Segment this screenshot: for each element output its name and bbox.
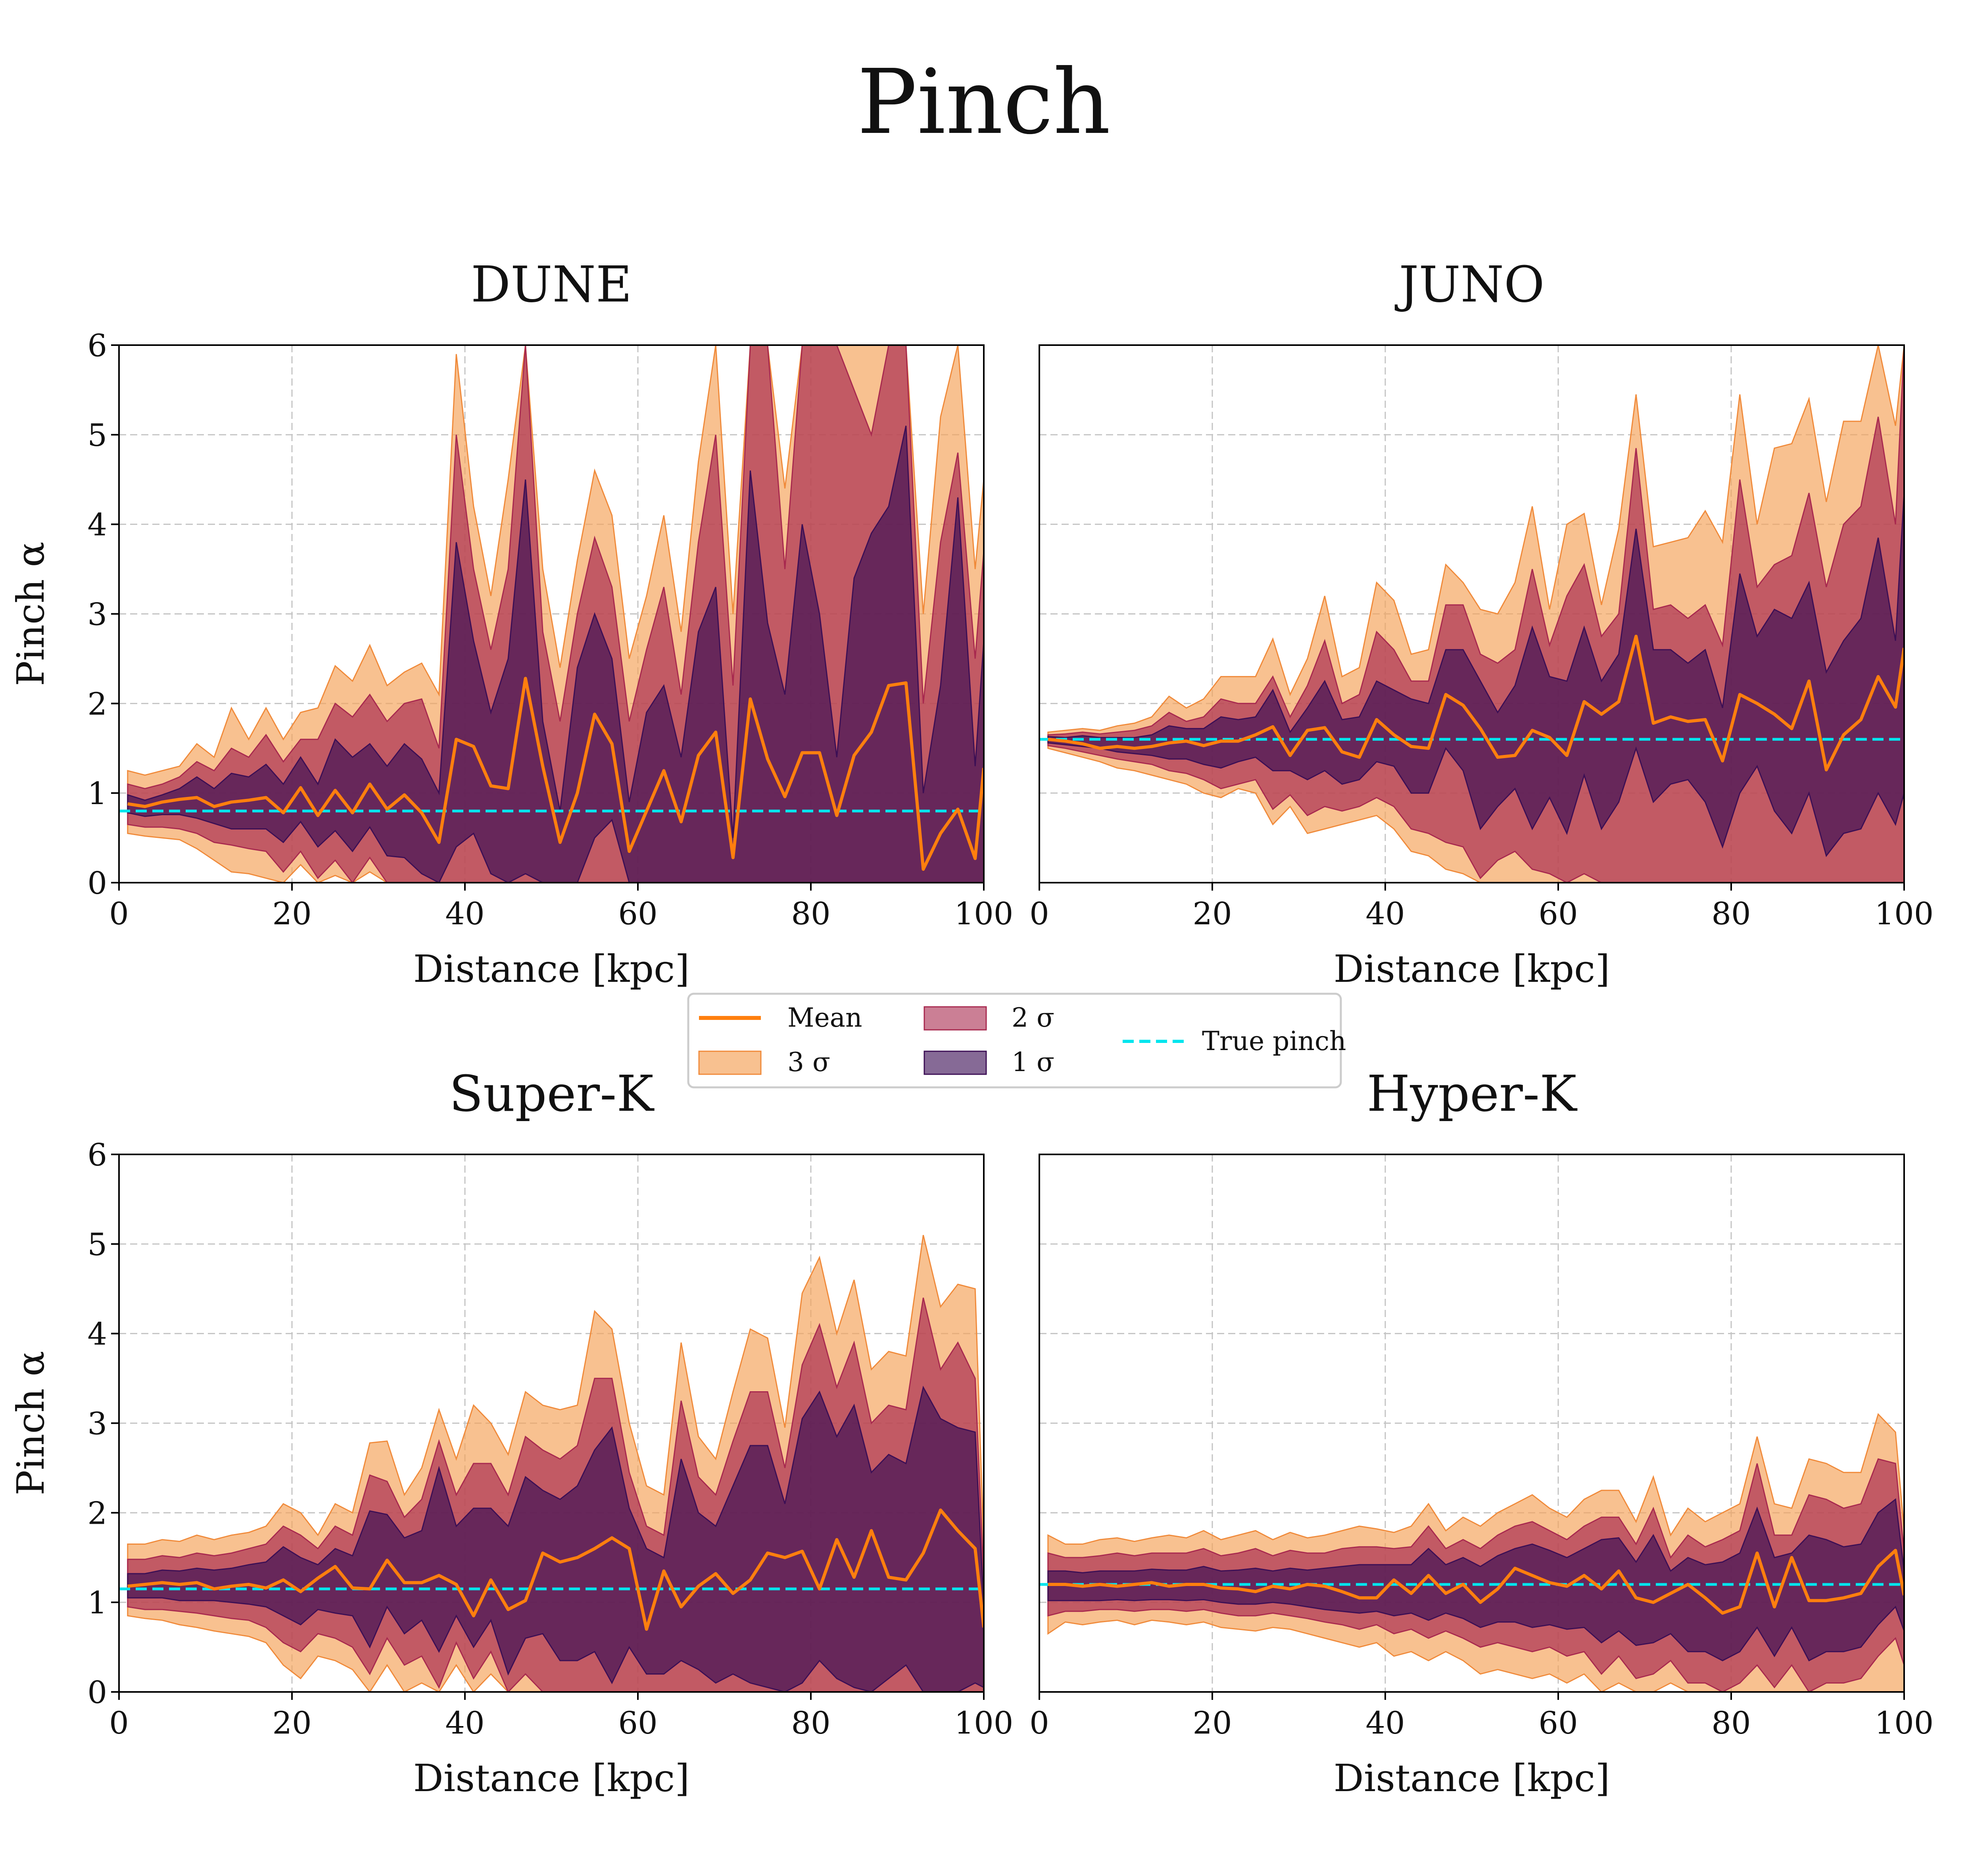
panel-hyper-k: 0 20 40 60 80 100 Hyper-K Distance [kpc]	[1029, 1065, 1933, 1800]
y-tick-label: 1	[87, 1585, 107, 1621]
y-tick-label: 3	[87, 1406, 107, 1442]
figure-title: Pinch	[857, 50, 1110, 154]
legend-frame	[687, 993, 1342, 1089]
axes-frame	[1039, 1154, 1905, 1693]
panel-title: Super-K	[449, 1065, 655, 1123]
x-tick-label: 20	[1192, 1705, 1232, 1741]
y-tick-label: 4	[87, 507, 107, 543]
band-1sigma	[1047, 1498, 1904, 1662]
panel-title: JUNO	[1394, 256, 1544, 313]
legend-sigma1-label: 1 σ	[1012, 1047, 1054, 1077]
y-tick-label: 6	[87, 1137, 107, 1173]
panel-title: Hyper-K	[1367, 1065, 1578, 1123]
y-tick-label: 3	[87, 597, 107, 633]
panel-super-k: 0 20 40 60 80 100 0 1 2 3 4 5 6 Super-K Distance [kpc]…	[9, 1065, 1013, 1800]
x-tick-label: 40	[445, 896, 484, 932]
mean-line	[127, 1508, 984, 1631]
y-tick-label: 0	[87, 1675, 107, 1711]
panel-dune: 0 20 40 60 80 100 0 1 2 3 4 5 6 DUNE Distance [kpc] Pin…	[9, 256, 1013, 991]
x-tick-label: 0	[1029, 896, 1049, 932]
x-axis-label: Distance [kpc]	[413, 1757, 690, 1800]
x-tick-label: 100	[1875, 1705, 1934, 1741]
x-tick-label: 100	[954, 1705, 1014, 1741]
panel-juno: 0 20 40 60 80 100 JUNO Distance [kpc]	[1029, 256, 1933, 991]
x-tick-label: 40	[445, 1705, 484, 1741]
x-tick-label: 20	[272, 1705, 311, 1741]
legend-sigma2-label: 2 σ	[1012, 1002, 1054, 1033]
y-tick-label: 4	[87, 1317, 107, 1352]
x-tick-label: 0	[109, 1705, 129, 1741]
x-tick-label: 0	[109, 896, 129, 932]
band-1sigma	[127, 1386, 984, 1692]
axes-frame	[1039, 344, 1905, 883]
x-tick-label: 60	[1538, 896, 1578, 932]
y-tick-label: 6	[87, 328, 107, 364]
x-tick-label: 40	[1365, 1705, 1405, 1741]
y-tick-label: 0	[87, 866, 107, 901]
y-tick-label: 5	[87, 1227, 107, 1263]
panel-title: DUNE	[471, 256, 632, 313]
plot-area	[1039, 1413, 1904, 1692]
legend: Mean 3 σ 2 σ 1 σ True pinch	[687, 993, 1346, 1089]
legend-sigma2-swatch	[924, 1006, 987, 1031]
mean-line	[127, 677, 984, 871]
x-axis-label: Distance [kpc]	[413, 947, 690, 991]
x-tick-label: 40	[1365, 896, 1405, 932]
mean-line	[1048, 635, 1904, 772]
y-tick-label: 5	[87, 418, 107, 453]
x-axis-label: Distance [kpc]	[1334, 1757, 1610, 1800]
legend-sigma3-swatch	[698, 1050, 762, 1075]
x-tick-label: 100	[1875, 896, 1934, 932]
x-tick-label: 80	[1711, 1705, 1751, 1741]
plot-area	[119, 1235, 984, 1692]
x-axis-label: Distance [kpc]	[1334, 947, 1610, 991]
legend-mean-label: Mean	[787, 1002, 862, 1033]
plot-area	[119, 345, 984, 883]
x-tick-label: 80	[1711, 896, 1751, 932]
legend-true-label: True pinch	[1202, 1026, 1346, 1056]
y-axis-label: Pinch α	[9, 541, 53, 686]
y-tick-label: 2	[87, 1496, 107, 1531]
x-tick-label: 80	[791, 896, 830, 932]
x-tick-label: 100	[954, 896, 1014, 932]
x-tick-label: 60	[618, 1705, 657, 1741]
x-tick-label: 0	[1029, 1705, 1049, 1741]
x-tick-label: 20	[272, 896, 311, 932]
y-axis-label: Pinch α	[9, 1351, 53, 1495]
y-tick-label: 1	[87, 776, 107, 812]
legend-sigma3-label: 3 σ	[787, 1047, 830, 1077]
x-tick-label: 80	[791, 1705, 830, 1741]
x-tick-label: 60	[1538, 1705, 1578, 1741]
x-tick-label: 20	[1192, 896, 1232, 932]
band-1sigma	[1047, 493, 1904, 857]
plot-area	[1039, 345, 1904, 883]
band-1sigma	[127, 425, 984, 883]
x-tick-label: 60	[618, 896, 657, 932]
legend-sigma1-swatch	[924, 1050, 987, 1075]
mean-line	[1048, 1549, 1904, 1615]
y-tick-label: 2	[87, 686, 107, 722]
